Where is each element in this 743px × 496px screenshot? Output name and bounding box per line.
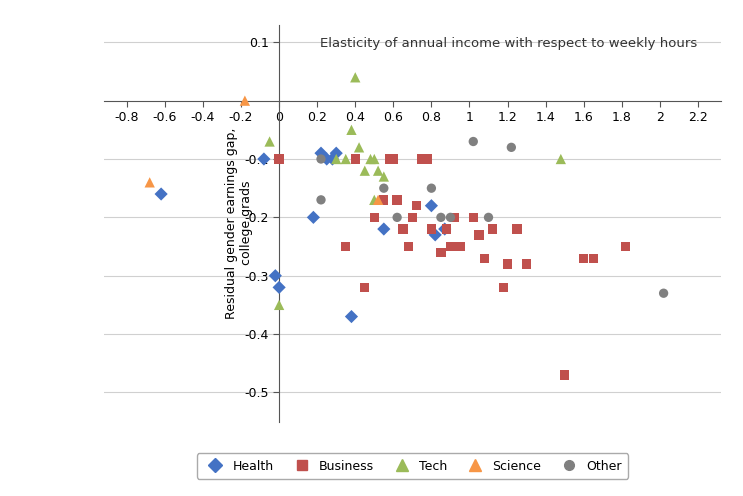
Point (521, 260, 533, 268)
Point (502, 260, 513, 268)
Point (340, 155, 351, 163)
Point (331, 155, 343, 163)
Point (369, 196, 380, 204)
Point (467, 213, 479, 221)
Point (321, 155, 333, 163)
Legend: Health, Business, Tech, Science, Other: Health, Business, Tech, Science, Other (197, 453, 628, 479)
Point (620, 243, 632, 250)
Point (406, 213, 418, 221)
Y-axis label: Residual gender earnings gap,
college grads: Residual gender earnings gap, college gr… (224, 127, 253, 319)
Point (239, 97, 251, 105)
Point (378, 196, 390, 204)
Point (448, 213, 460, 221)
Point (353, 143, 365, 151)
Point (383, 155, 395, 163)
Point (315, 155, 327, 163)
Point (315, 149, 327, 157)
Point (426, 184, 438, 192)
Point (487, 225, 499, 233)
Point (435, 248, 447, 256)
Point (410, 202, 422, 210)
Point (345, 312, 357, 320)
Point (345, 126, 357, 134)
Point (315, 196, 327, 204)
Point (444, 243, 456, 250)
Point (349, 73, 361, 81)
Point (421, 155, 433, 163)
Point (365, 155, 377, 163)
Point (426, 202, 438, 210)
Point (340, 243, 351, 250)
Point (505, 143, 517, 151)
Point (467, 137, 479, 145)
Point (143, 179, 155, 186)
Point (511, 225, 523, 233)
Point (387, 155, 399, 163)
Point (392, 213, 403, 221)
Point (441, 225, 452, 233)
Point (331, 149, 343, 157)
Point (258, 155, 270, 163)
Point (378, 173, 390, 181)
Point (578, 254, 590, 262)
Point (349, 155, 361, 163)
Point (444, 213, 456, 221)
Point (369, 155, 380, 163)
Point (478, 254, 490, 262)
Point (326, 155, 338, 163)
Point (273, 283, 285, 291)
Point (473, 231, 485, 239)
Point (372, 167, 384, 175)
Point (397, 225, 409, 233)
Point (359, 167, 371, 175)
Point (273, 155, 285, 163)
Point (429, 231, 441, 239)
Point (378, 184, 390, 192)
Point (155, 190, 167, 198)
Point (359, 283, 371, 291)
Point (369, 213, 380, 221)
Point (308, 213, 319, 221)
Point (555, 155, 567, 163)
Point (498, 283, 510, 291)
Point (426, 225, 438, 233)
Point (264, 137, 276, 145)
Point (392, 196, 403, 204)
Point (416, 155, 428, 163)
Point (270, 272, 282, 280)
Point (587, 254, 599, 262)
Text: Elasticity of annual income with respect to weekly hours: Elasticity of annual income with respect… (319, 37, 697, 50)
Point (454, 243, 466, 250)
Point (403, 243, 415, 250)
Point (559, 371, 571, 379)
Point (482, 213, 494, 221)
Point (372, 196, 384, 204)
Point (435, 213, 447, 221)
Point (273, 301, 285, 309)
Point (378, 225, 390, 233)
Point (658, 289, 669, 297)
Point (439, 225, 451, 233)
